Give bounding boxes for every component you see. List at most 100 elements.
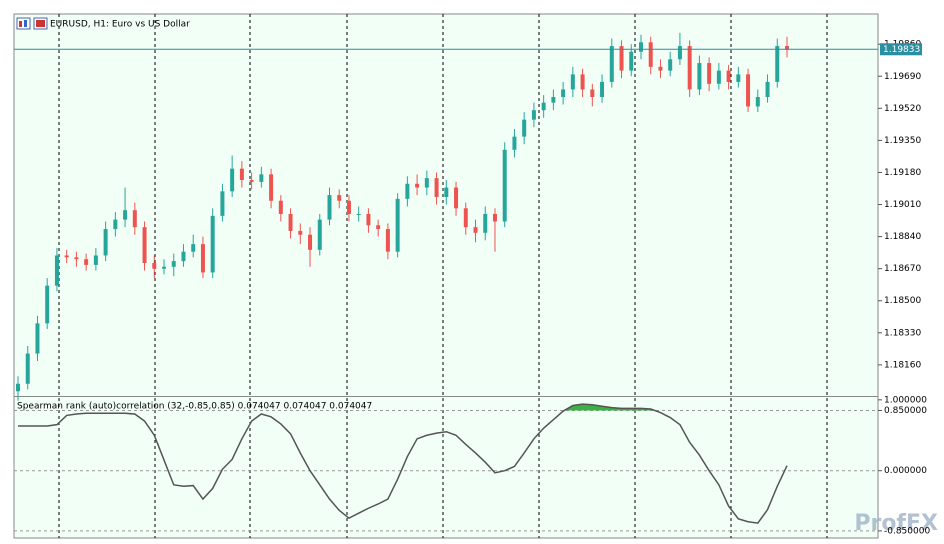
current-price-box bbox=[880, 43, 922, 56]
candle-body bbox=[181, 251, 186, 262]
candle-body bbox=[123, 210, 128, 220]
candle-body bbox=[570, 74, 575, 90]
current-price-label: 1.19833 bbox=[883, 45, 920, 55]
candle-body bbox=[405, 183, 410, 199]
candle-body bbox=[249, 180, 254, 182]
y-tick-label: 1.18840 bbox=[884, 232, 921, 242]
candle-body bbox=[317, 219, 322, 250]
candle-body bbox=[74, 257, 79, 260]
y-tick-label: 0.850000 bbox=[884, 406, 927, 416]
candle-body bbox=[658, 66, 663, 71]
chart-title: EURUSD, H1: Euro vs US Dollar bbox=[50, 20, 190, 30]
y-tick-label: 1.19010 bbox=[884, 200, 921, 210]
candle-body bbox=[64, 255, 69, 258]
candle-body bbox=[103, 229, 108, 256]
y-tick-label: 1.19690 bbox=[884, 72, 921, 82]
candle-body bbox=[609, 46, 614, 82]
y-tick-label: 1.000000 bbox=[884, 395, 927, 405]
y-tick-label: -0.850000 bbox=[884, 526, 930, 536]
candle-body bbox=[239, 168, 244, 181]
candle-body bbox=[415, 183, 420, 188]
candle-body bbox=[541, 102, 546, 111]
candle-body bbox=[162, 266, 167, 269]
watermark: ProfFX bbox=[854, 511, 938, 536]
candle-body bbox=[619, 46, 624, 71]
candle-body bbox=[45, 285, 50, 324]
candle-body bbox=[687, 46, 692, 90]
y-tick-label: 1.18670 bbox=[884, 264, 921, 274]
candle-body bbox=[269, 174, 274, 201]
candle-body bbox=[707, 63, 712, 84]
candle-body bbox=[677, 46, 682, 60]
candle-body bbox=[337, 195, 342, 201]
candle-body bbox=[113, 219, 118, 230]
candle-body bbox=[308, 234, 313, 250]
candle-body bbox=[278, 200, 283, 214]
candle-body bbox=[230, 168, 235, 192]
candle-body bbox=[434, 178, 439, 197]
candle-body bbox=[385, 229, 390, 252]
candle-body bbox=[152, 263, 157, 269]
candle-body bbox=[220, 191, 225, 216]
candle-body bbox=[25, 353, 30, 384]
candle-body bbox=[785, 46, 789, 50]
candle-body bbox=[142, 227, 147, 264]
y-tick-label: 1.18500 bbox=[884, 296, 921, 306]
candle-body bbox=[132, 210, 137, 228]
candle-body bbox=[746, 74, 751, 107]
candle-body bbox=[16, 383, 20, 392]
candle-body bbox=[444, 187, 449, 197]
candle-body bbox=[210, 215, 215, 273]
candle-body bbox=[395, 198, 400, 252]
candle-body bbox=[200, 244, 205, 273]
candle-body bbox=[259, 174, 264, 182]
candle-body bbox=[463, 208, 468, 228]
y-tick-label: 1.18160 bbox=[884, 360, 921, 370]
candle-body bbox=[775, 46, 780, 82]
candle-body bbox=[35, 323, 40, 354]
y-tick-label: 1.19350 bbox=[884, 136, 921, 146]
candle-body bbox=[191, 244, 196, 252]
y-tick-label: 0.000000 bbox=[884, 466, 927, 476]
candle-body bbox=[288, 213, 293, 231]
candle-body bbox=[298, 230, 303, 235]
candle-body bbox=[726, 70, 731, 82]
symbol-icon bbox=[16, 17, 48, 30]
indicator-line bbox=[18, 403, 788, 524]
y-tick-label: 1.19520 bbox=[884, 104, 921, 114]
candle-body bbox=[531, 110, 536, 120]
candle-body bbox=[648, 42, 653, 67]
candle-body bbox=[765, 81, 770, 98]
candle-body bbox=[600, 81, 605, 98]
candle-body bbox=[561, 89, 566, 98]
candle-body bbox=[697, 63, 702, 90]
candle-body bbox=[551, 97, 556, 103]
candle-body bbox=[755, 97, 760, 107]
candle-body bbox=[376, 225, 381, 230]
candle-body bbox=[590, 89, 595, 98]
candle-body bbox=[424, 178, 429, 188]
candle-body bbox=[483, 213, 488, 233]
candle-body bbox=[93, 255, 98, 265]
candle-body bbox=[366, 213, 371, 226]
candle-body bbox=[54, 255, 59, 286]
candle-body bbox=[638, 42, 643, 52]
candle-body bbox=[716, 70, 721, 84]
candle-body bbox=[502, 149, 507, 222]
y-tick-label: 1.18330 bbox=[884, 328, 921, 338]
candle-body bbox=[356, 213, 361, 215]
candle-body bbox=[346, 200, 351, 214]
candle-body bbox=[171, 261, 176, 267]
candle-body bbox=[327, 195, 332, 220]
candle-body bbox=[522, 119, 527, 137]
candle-body bbox=[512, 136, 517, 150]
candle-body bbox=[668, 59, 673, 71]
candle-body bbox=[629, 51, 634, 71]
candle-body bbox=[84, 259, 89, 265]
candle-body bbox=[580, 74, 585, 90]
candle-body bbox=[454, 187, 459, 209]
y-tick-label: 1.19180 bbox=[884, 168, 921, 178]
candle-body bbox=[473, 227, 478, 233]
indicator-title: Spearman rank (auto)correlation (32,-0.8… bbox=[17, 402, 372, 412]
